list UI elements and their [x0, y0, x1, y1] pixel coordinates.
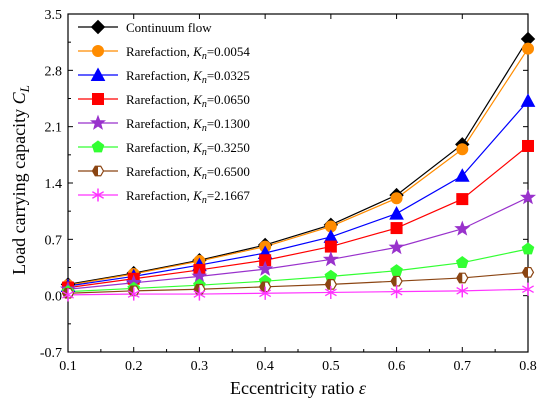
legend-entry: Continuum flow: [126, 20, 212, 35]
x-tick-label: 0.8: [519, 359, 537, 374]
legend-marker: [91, 140, 105, 153]
x-tick-label: 0.6: [388, 359, 406, 374]
marker-fill: [325, 279, 331, 290]
series-line-4: [67, 145, 529, 289]
series-markers: [59, 31, 537, 302]
series-lines: [67, 38, 529, 296]
x-tick-label: 0.1: [59, 359, 77, 374]
marker-fill: [259, 282, 266, 292]
x-tick-label: 0.3: [191, 359, 209, 374]
data-point-series-7: [390, 275, 403, 287]
legend-entry: Rarefaction, Kn=0.0325: [126, 68, 250, 86]
data-point-series-5: [322, 251, 339, 267]
series-line-1: [67, 38, 529, 285]
series-line-2: [67, 48, 529, 286]
y-tick-label: 3.5: [45, 8, 63, 23]
marker-fill: [456, 273, 463, 283]
data-point-series-4: [456, 193, 469, 206]
data-point-series-3: [520, 93, 536, 107]
data-point-series-7: [324, 279, 338, 290]
y-tick-label: 0.0: [45, 290, 63, 305]
data-point-series-8: [62, 288, 74, 302]
data-point-series-8: [456, 284, 469, 298]
y-tick-label: 1.4: [45, 177, 63, 192]
legend-entry: Rarefaction, Kn=0.3250: [126, 140, 250, 158]
x-tick-label: 0.2: [125, 359, 143, 374]
data-point-series-2: [390, 192, 403, 205]
legend-marker: [92, 45, 104, 57]
series-line-8: [67, 288, 529, 296]
y-tick-label: 2.1: [45, 121, 63, 136]
legend-marker: [89, 114, 107, 130]
legend-marker: [90, 19, 106, 35]
y-tick-label: -0.7: [40, 346, 62, 361]
data-point-series-5: [454, 220, 471, 236]
marker-fill: [391, 276, 397, 286]
data-point-series-8: [193, 287, 206, 301]
data-point-series-5: [257, 260, 274, 276]
legend-marker: [91, 165, 105, 177]
x-tick-label: 0.5: [322, 359, 340, 374]
legend-entry: Rarefaction, Kn=0.0054: [126, 44, 250, 62]
legend-marker: [92, 188, 104, 202]
data-point-series-4: [390, 222, 403, 235]
marker-fill: [522, 267, 528, 278]
data-point-series-6: [455, 256, 469, 269]
legend-entry: Rarefaction, Kn=2.1667: [126, 188, 250, 206]
legend-entry: Rarefaction, Kn=0.6500: [126, 164, 250, 182]
marker-fill: [92, 166, 98, 176]
y-axis: -0.7 0.0 0.7 1.4 2.1 2.8 3.5: [40, 8, 528, 361]
data-point-series-7: [456, 272, 469, 284]
data-point-series-3: [454, 168, 470, 182]
data-point-series-3: [389, 206, 404, 220]
x-tick-label: 0.7: [454, 359, 472, 374]
data-point-series-5: [519, 189, 537, 205]
legend-entry: Rarefaction, Kn=0.1300: [126, 116, 250, 134]
data-point-series-4: [522, 139, 534, 152]
data-point-series-8: [259, 286, 272, 300]
x-tick-label: 0.4: [256, 359, 274, 374]
data-point-series-4: [324, 240, 337, 253]
y-tick-label: 0.7: [45, 233, 63, 248]
plot-frame: [67, 13, 529, 353]
y-axis-title: Load carrying capacity CL: [9, 85, 32, 275]
data-point-series-2: [456, 143, 469, 156]
x-axis-title: Eccentricity ratio ε: [230, 378, 367, 398]
data-point-series-5: [388, 238, 405, 255]
data-point-series-8: [324, 285, 337, 299]
legend-marker: [90, 67, 106, 81]
data-point-series-2: [522, 42, 534, 55]
y-tick-label: 2.8: [45, 64, 63, 79]
data-point-series-6: [521, 242, 535, 255]
legend: Continuum flow Rarefaction, Kn=0.0054 Rare…: [78, 19, 250, 206]
data-point-series-6: [390, 264, 403, 277]
data-point-series-8: [127, 287, 140, 301]
legend-marker: [92, 93, 104, 105]
series-line-6: [67, 248, 529, 293]
x-axis: 0.1 0.2 0.3 0.4 0.5 0.6 0.7 0.8: [59, 14, 537, 374]
series-line-5: [67, 196, 529, 290]
plot-area-border: [67, 13, 529, 353]
data-point-series-8: [390, 285, 403, 299]
data-point-series-8: [522, 282, 534, 296]
series-line-3: [67, 100, 529, 287]
legend-entry: Rarefaction, Kn=0.0650: [126, 92, 250, 110]
series-line-7: [67, 271, 529, 294]
data-point-series-7: [521, 266, 535, 278]
